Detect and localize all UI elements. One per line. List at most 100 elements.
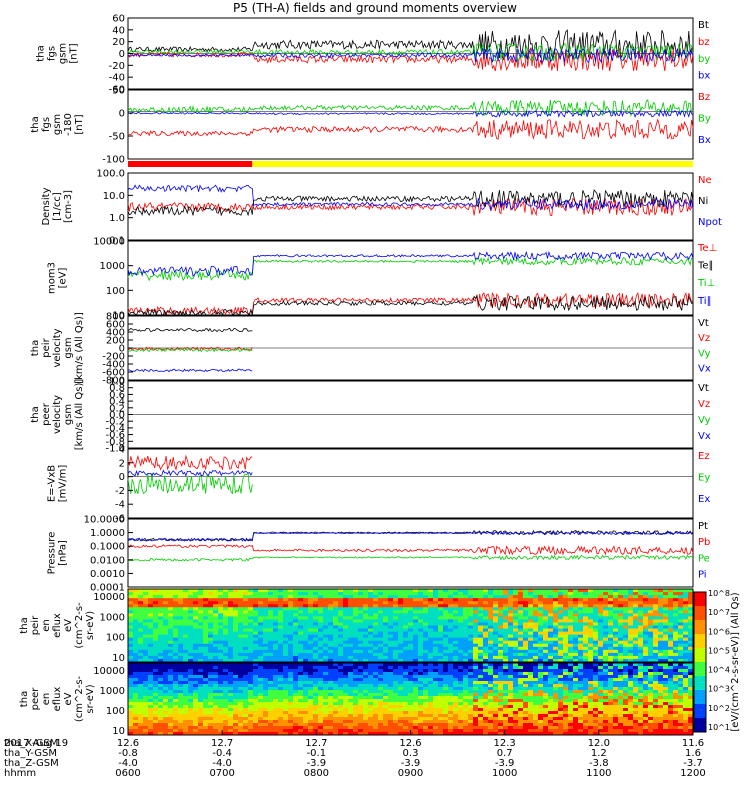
spectrogram-cell bbox=[248, 666, 254, 670]
spectrogram-cell bbox=[418, 592, 424, 596]
spectrogram-cell bbox=[163, 708, 169, 712]
spectrogram-cell bbox=[533, 631, 539, 636]
spectrogram-cell bbox=[388, 708, 394, 712]
spectrogram-cell bbox=[368, 681, 374, 685]
spectrogram-cell bbox=[568, 616, 574, 620]
spectrogram-cell bbox=[428, 672, 434, 676]
spectrogram-cell bbox=[493, 655, 499, 660]
spectrogram-cell bbox=[518, 711, 524, 715]
spectrogram-cell bbox=[218, 693, 224, 697]
spectrogram-cell bbox=[293, 640, 299, 645]
legend-Bz: Bz bbox=[698, 92, 710, 103]
spectrogram-cell bbox=[378, 705, 384, 709]
spectrogram-cell bbox=[383, 675, 389, 679]
spectrogram-cell bbox=[428, 640, 434, 645]
spectrogram-cell bbox=[263, 690, 269, 694]
spectrogram-cell bbox=[463, 672, 469, 676]
spectrogram-cell bbox=[333, 708, 339, 712]
spectrogram-cell bbox=[593, 601, 599, 605]
spectrogram-cell bbox=[228, 625, 234, 630]
spectrogram-cell bbox=[163, 684, 169, 688]
spectrogram-cell bbox=[373, 666, 379, 670]
spectrogram-cell bbox=[443, 702, 449, 706]
spectrogram-cell bbox=[188, 595, 194, 599]
spectrogram-cell bbox=[388, 669, 394, 673]
spectrogram-cell bbox=[163, 610, 169, 614]
spectrogram-cell bbox=[413, 672, 419, 676]
spectrogram-cell bbox=[603, 643, 609, 648]
spectrogram-cell bbox=[223, 720, 229, 724]
spectrogram-cell bbox=[353, 616, 359, 620]
spectrogram-cell bbox=[538, 717, 544, 721]
spectrogram-cell bbox=[263, 640, 269, 645]
spectrogram-cell bbox=[543, 640, 549, 645]
spectrogram-cell bbox=[303, 607, 309, 611]
spectrogram-cell bbox=[293, 592, 299, 596]
spectrogram-cell bbox=[688, 655, 694, 660]
spectrogram-cell bbox=[618, 649, 624, 654]
spectrogram-cell bbox=[228, 714, 234, 718]
spectrogram-cell bbox=[498, 589, 504, 593]
spectrogram-cell bbox=[448, 625, 454, 630]
spectrogram-cell bbox=[398, 592, 404, 596]
spectrogram-cell bbox=[218, 625, 224, 630]
series-line-Vy bbox=[127, 347, 253, 353]
spectrogram-cell bbox=[243, 708, 249, 712]
spectrogram-cell bbox=[268, 625, 274, 630]
spectrogram-cell bbox=[423, 640, 429, 645]
spectrogram-cell bbox=[293, 604, 299, 608]
spectrogram-cell bbox=[313, 732, 319, 736]
spectrogram-cell bbox=[228, 672, 234, 676]
spectrogram-cell bbox=[428, 666, 434, 670]
spectrogram-cell bbox=[463, 717, 469, 721]
spectrogram-cell bbox=[368, 592, 374, 596]
spectrogram-cell bbox=[543, 684, 549, 688]
spectrogram-cell bbox=[153, 699, 159, 703]
spectrogram-cell bbox=[283, 589, 289, 593]
spectrogram-cell bbox=[668, 607, 674, 611]
spectrogram-cell bbox=[333, 714, 339, 718]
spectrogram-cell bbox=[413, 598, 419, 602]
spectrogram-cell bbox=[438, 705, 444, 709]
spectrogram-cell bbox=[193, 705, 199, 709]
spectrogram-cell bbox=[298, 631, 304, 636]
spectrogram-cell bbox=[488, 675, 494, 679]
spectrogram-cell bbox=[543, 699, 549, 703]
spectrogram-cell bbox=[203, 663, 209, 667]
spectrogram-cell bbox=[428, 637, 434, 642]
spectrogram-cell bbox=[293, 732, 299, 736]
spectrogram-cell bbox=[358, 678, 364, 682]
spectrogram-cell bbox=[528, 610, 534, 614]
spectrogram-cell bbox=[553, 705, 559, 709]
spectrogram-cell bbox=[238, 595, 244, 599]
spectrogram-cell bbox=[183, 655, 189, 660]
spectrogram-cell bbox=[488, 640, 494, 645]
spectrogram-cell bbox=[198, 619, 204, 623]
spectrogram-cell bbox=[603, 619, 609, 623]
spectrogram-cell bbox=[528, 631, 534, 636]
legend-Te∥: Te∥ bbox=[697, 261, 714, 272]
spectrogram-cell bbox=[608, 655, 614, 660]
spectrogram-cell bbox=[133, 601, 139, 605]
spectrogram-cell bbox=[683, 631, 689, 636]
spectrogram-cell bbox=[458, 669, 464, 673]
spectrogram-cell bbox=[428, 726, 434, 730]
spectrogram-cell bbox=[133, 705, 139, 709]
spectrogram-cell bbox=[338, 690, 344, 694]
spectrogram-cell bbox=[233, 705, 239, 709]
spectrogram-cell bbox=[283, 663, 289, 667]
spectrogram-cell bbox=[193, 687, 199, 691]
spectrogram-cell bbox=[508, 675, 514, 679]
spectrogram-cell bbox=[283, 601, 289, 605]
spectrogram-cell bbox=[408, 690, 414, 694]
spectrogram-cell bbox=[328, 595, 334, 599]
spectrogram-cell bbox=[183, 732, 189, 736]
spectrogram-cell bbox=[423, 658, 429, 663]
spectrogram-cell bbox=[463, 684, 469, 688]
spectrogram-cell bbox=[178, 652, 184, 657]
spectrogram-cell bbox=[238, 696, 244, 700]
spectrogram-cell bbox=[383, 705, 389, 709]
spectrogram-cell bbox=[598, 613, 604, 617]
spectrogram-cell bbox=[373, 589, 379, 593]
spectrogram-cell bbox=[168, 717, 174, 721]
